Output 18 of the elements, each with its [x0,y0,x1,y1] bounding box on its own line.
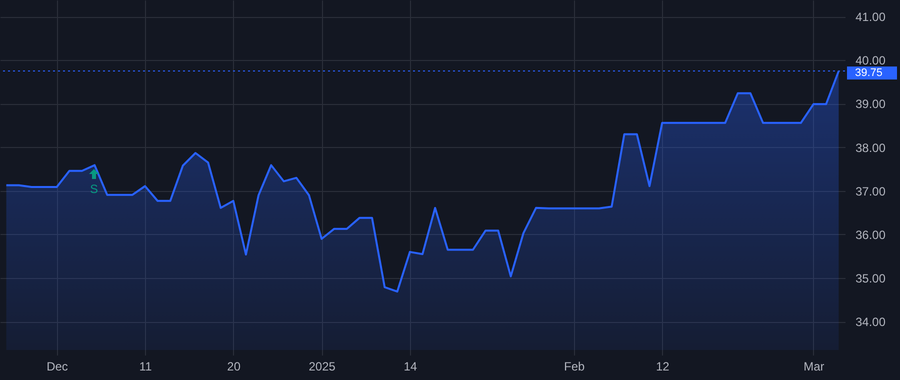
y-tick-label: 38.00 [856,140,886,155]
y-tick-label: 34.00 [856,315,886,330]
y-tick-label: 35.00 [856,272,886,286]
x-tick-label: Feb [564,360,586,374]
annotation: S [90,182,98,196]
y-tick-label: 40.00 [856,54,886,68]
x-tick-label: 11 [139,360,152,374]
x-tick-label: 12 [656,360,670,374]
x-tick-label: 14 [404,360,418,374]
ref-line-label: 39.75 [855,67,883,80]
y-tick-label: 41.00 [856,10,886,24]
y-tick-label: 36.00 [856,228,886,242]
y-tick-label: 37.00 [856,184,886,198]
x-tick-label: Dec [46,360,68,374]
x-tick-label: 20 [227,360,241,374]
x-tick-label: 2025 [308,360,336,374]
y-tick-label: 39.00 [856,97,886,112]
x-tick-label: Mar [804,360,824,374]
